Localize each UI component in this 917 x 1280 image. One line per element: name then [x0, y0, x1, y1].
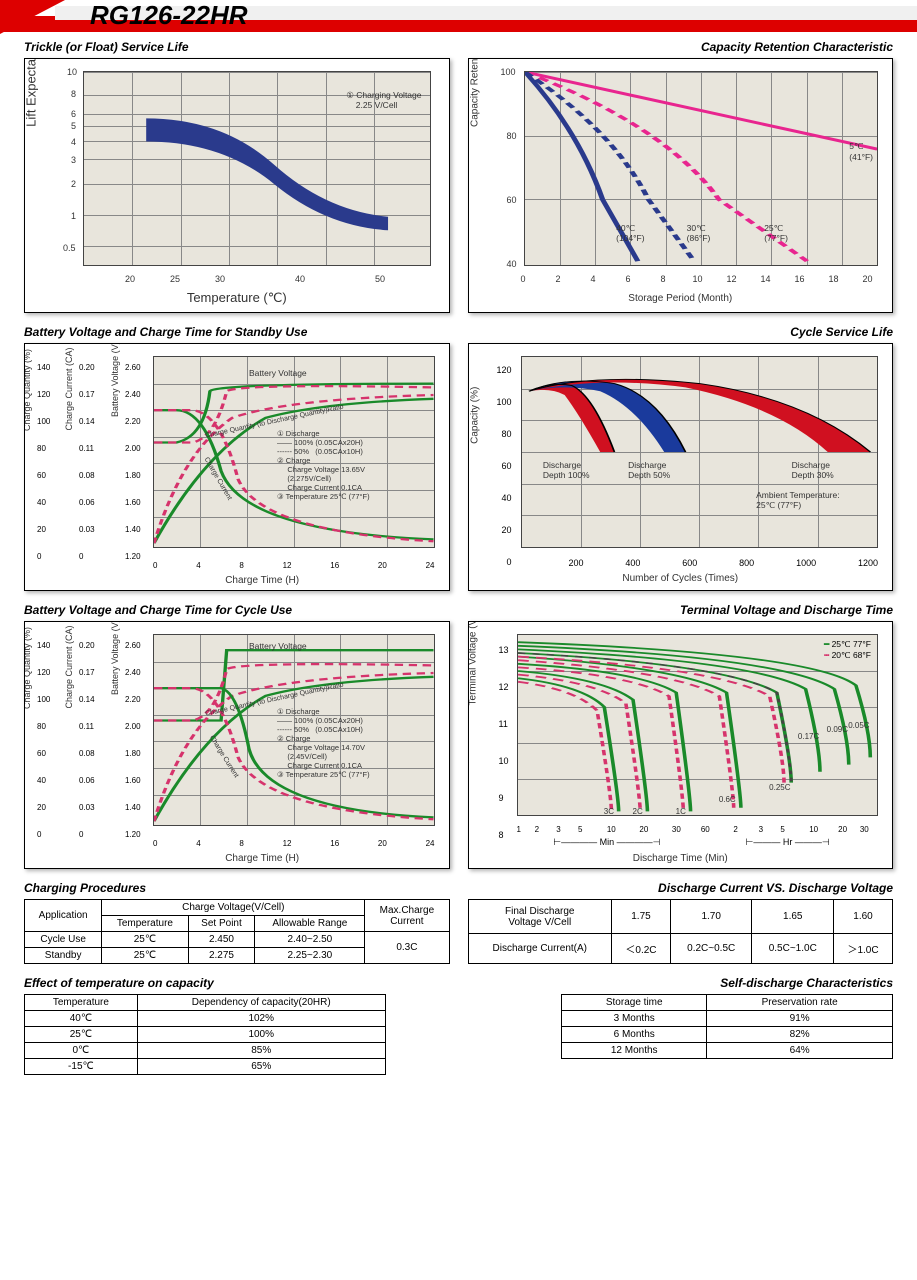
table-charging-procedures: Application Charge Voltage(V/Cell) Max.C…	[24, 899, 450, 964]
chart-cycle-life: Discharge Depth 100% Discharge Depth 50%…	[468, 343, 894, 591]
header: RG126-22HR	[0, 0, 917, 34]
chart-title-cycle-charge: Battery Voltage and Charge Time for Cycl…	[24, 603, 450, 617]
chart-terminal-voltage: ━ 25℃ 77°F ┅ 20℃ 68°F 3C 2C 1C 0.6C 0.25…	[468, 621, 894, 869]
chart-capacity-retention: 5℃ (41°F) 25℃ (77°F) 30℃ (86°F) 40℃ (104…	[468, 58, 894, 313]
chart-title-terminal: Terminal Voltage and Discharge Time	[468, 603, 894, 617]
table-discharge-iv: Final Discharge Voltage V/Cell 1.75 1.70…	[468, 899, 894, 964]
table-title-self-discharge: Self-discharge Characteristics	[468, 976, 894, 990]
model-number: RG126-22HR	[90, 0, 248, 31]
table-self-discharge: Storage time Preservation rate 3 Months9…	[561, 994, 893, 1059]
chart-title-trickle: Trickle (or Float) Service Life	[24, 40, 450, 54]
chart-title-capacity: Capacity Retention Characteristic	[468, 40, 894, 54]
chart-standby-charge: Battery Voltage Charge Quantity (to Disc…	[24, 343, 450, 591]
chart-title-cycle-life: Cycle Service Life	[468, 325, 894, 339]
chart-cycle-charge: Battery Voltage Charge Quantity (to Disc…	[24, 621, 450, 869]
table-title-temp-cap: Effect of temperature on capacity	[24, 976, 450, 990]
chart-title-standby: Battery Voltage and Charge Time for Stan…	[24, 325, 450, 339]
table-temp-capacity: Temperature Dependency of capacity(20HR)…	[24, 994, 386, 1075]
chart-trickle: ① Charging Voltage 2.25 V/Cell Lift Expe…	[24, 58, 450, 313]
table-title-discharge-iv: Discharge Current VS. Discharge Voltage	[468, 881, 894, 895]
table-title-charging: Charging Procedures	[24, 881, 450, 895]
